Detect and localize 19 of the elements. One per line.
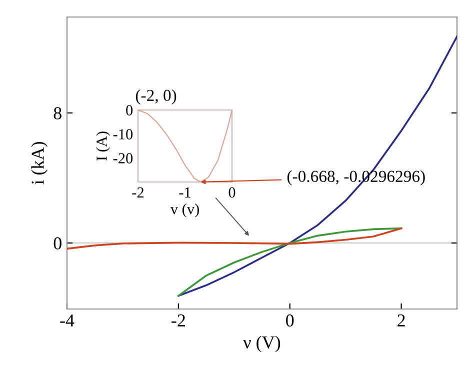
x-axis-title: v (v) bbox=[170, 203, 199, 218]
y-tick-label: -20 bbox=[113, 153, 133, 164]
annotation: (-2, 0) bbox=[136, 89, 176, 104]
y-tick-label: -10 bbox=[113, 129, 133, 140]
x-tick-label: 2 bbox=[398, 314, 405, 326]
y-axis-title: i (kA) bbox=[31, 142, 48, 184]
y-tick-label: 0 bbox=[126, 105, 133, 116]
y-tick-label: 8 bbox=[54, 107, 62, 120]
x-tick-label: 0 bbox=[286, 314, 294, 327]
x-tick-label: 0 bbox=[228, 187, 236, 198]
x-tick-label: -4 bbox=[60, 314, 74, 326]
x-axis-title: ν (V) bbox=[243, 336, 280, 352]
x-tick-label: -2 bbox=[172, 314, 185, 326]
x-tick-label: -2 bbox=[132, 187, 144, 198]
line-series bbox=[178, 227, 402, 297]
line-series bbox=[178, 36, 457, 297]
y-axis-title: I (A) bbox=[96, 132, 110, 161]
line-series bbox=[67, 227, 402, 250]
x-tick-label: -1 bbox=[179, 187, 190, 198]
